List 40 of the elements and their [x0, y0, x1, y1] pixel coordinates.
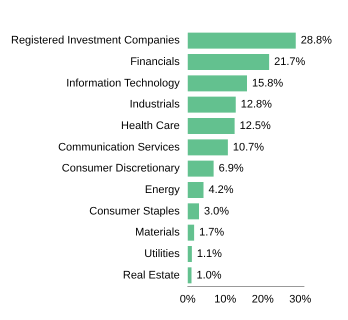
- y-tick-label: Energy: [144, 184, 180, 196]
- data-label: 21.7%: [274, 56, 306, 68]
- y-tick-label: Registered Investment Companies: [11, 34, 180, 47]
- bar: [188, 182, 204, 198]
- y-tick-label: Financials: [130, 56, 180, 68]
- y-tick-label: Materials: [135, 226, 180, 239]
- bar: [188, 118, 235, 134]
- data-label: 1.1%: [196, 248, 222, 260]
- bar: [188, 246, 192, 262]
- x-tick-label: 10%: [214, 294, 236, 306]
- bar: [188, 32, 296, 49]
- bar: [188, 75, 247, 92]
- bar: [188, 203, 199, 220]
- y-tick-label: Consumer Staples: [89, 205, 180, 218]
- y-tick-label: Communication Services: [58, 141, 180, 154]
- y-tick-label: Health Care: [121, 120, 180, 132]
- data-label: 1.7%: [199, 226, 224, 239]
- data-label: 12.8%: [240, 98, 272, 111]
- bar: [188, 160, 214, 177]
- x-tick-label: 0%: [180, 294, 196, 306]
- data-label: 1.0%: [196, 269, 222, 282]
- data-label: 6.9%: [218, 162, 244, 175]
- data-label: 10.7%: [232, 141, 264, 154]
- data-label: 28.8%: [300, 34, 332, 47]
- data-label: 12.5%: [240, 120, 272, 132]
- bar: [188, 139, 228, 156]
- y-tick-label: Consumer Discretionary: [62, 162, 180, 175]
- data-label: 3.0%: [204, 205, 230, 218]
- y-tick-label: Utilities: [144, 248, 180, 260]
- y-tick-label: Real Estate: [122, 269, 180, 282]
- bar: [188, 224, 194, 241]
- y-tick-label: Industrials: [130, 98, 180, 111]
- bar: [188, 96, 236, 113]
- x-tick-label: 30%: [289, 294, 312, 306]
- bar: [188, 267, 192, 284]
- x-tick-label: 20%: [252, 294, 274, 306]
- data-label: 15.8%: [252, 77, 284, 90]
- y-tick-label: Information Technology: [66, 77, 180, 90]
- data-label: 4.2%: [208, 184, 234, 196]
- bar: [188, 54, 270, 70]
